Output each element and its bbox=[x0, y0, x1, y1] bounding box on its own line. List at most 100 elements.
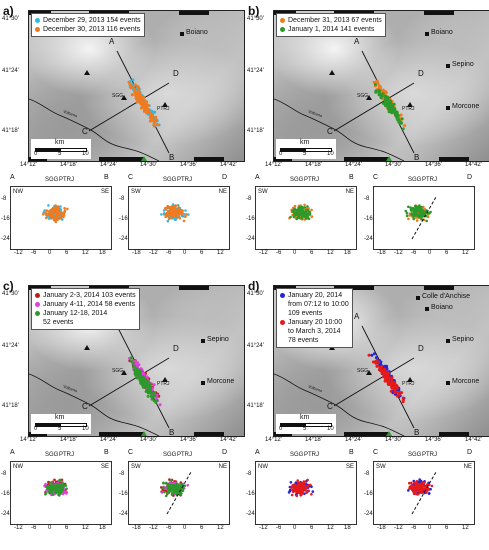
event-dot bbox=[155, 399, 159, 402]
scale-unit: km bbox=[300, 414, 310, 421]
section-plot bbox=[43, 478, 69, 497]
event-dot bbox=[385, 364, 389, 368]
hypocenter-dot bbox=[412, 485, 416, 488]
section-plot bbox=[404, 196, 437, 240]
hypocenter-dot bbox=[180, 483, 184, 487]
hypocenter-dot bbox=[167, 213, 170, 217]
legend-text: 109 events bbox=[288, 310, 323, 317]
distance-tick-label: 18 bbox=[99, 250, 106, 256]
event-dot bbox=[386, 107, 390, 111]
hypocenter-dot bbox=[413, 210, 417, 214]
section-station-label: PTRJ bbox=[59, 452, 74, 458]
hypocenter-dot bbox=[176, 204, 180, 207]
distance-tick-label: 12 bbox=[462, 250, 469, 256]
hypocenter-dot bbox=[181, 489, 185, 493]
hypocenter-dot bbox=[56, 205, 60, 208]
event-dot bbox=[135, 367, 139, 371]
event-dot bbox=[403, 124, 407, 128]
hypocenter-dot bbox=[168, 205, 172, 209]
hypocenter-dot bbox=[164, 481, 168, 485]
section-plot bbox=[160, 471, 192, 515]
town-marker bbox=[425, 307, 429, 311]
hypocenter-dot bbox=[51, 213, 54, 217]
hypocenter-dot bbox=[60, 486, 63, 490]
hypocenter-dot bbox=[66, 207, 69, 211]
depth-tick-label: -8 bbox=[1, 196, 7, 202]
hypocenter-dot bbox=[56, 483, 59, 486]
event-dot bbox=[152, 383, 156, 387]
depth-tick-label: -24 bbox=[119, 511, 128, 517]
event-dot bbox=[152, 399, 156, 403]
hypocenter-dot bbox=[44, 211, 47, 215]
event-dot bbox=[386, 103, 390, 107]
depth-tick-label: -8 bbox=[119, 471, 125, 477]
frame-bar bbox=[274, 157, 292, 161]
lon-tick-label: 14°42' bbox=[220, 162, 237, 168]
legend-row: January 20, 2014 bbox=[280, 291, 349, 300]
distance-tick-label: 18 bbox=[344, 250, 351, 256]
depth-tick-label: -16 bbox=[1, 491, 10, 497]
section-plot bbox=[287, 478, 315, 498]
profile-label-b: B bbox=[169, 428, 175, 437]
distance-tick-label: -12 bbox=[259, 250, 268, 256]
hypocenter-dot bbox=[48, 487, 51, 491]
profile-line-cd bbox=[88, 82, 170, 132]
hypocenter-dot bbox=[174, 485, 177, 488]
hypocenter-dot bbox=[428, 212, 431, 215]
depth-tick-label: -16 bbox=[1, 216, 10, 222]
section-station-label: SGG bbox=[45, 177, 59, 183]
distance-tick-label: -18 bbox=[132, 525, 141, 531]
distance-tick-label: 12 bbox=[217, 250, 224, 256]
section-station-label: SGG bbox=[408, 177, 422, 183]
frame-bar bbox=[439, 157, 469, 161]
hypocenter-dot bbox=[173, 218, 177, 221]
scale-tick: 10 bbox=[82, 151, 89, 157]
event-dot bbox=[134, 369, 138, 373]
distance-tick-label: -6 bbox=[166, 250, 172, 256]
hypocenter-dot bbox=[177, 206, 181, 209]
profile-label-a: A bbox=[354, 37, 360, 46]
panel-a: a) A B C D SGG PTRJ Volturno Boiano km 0 5 10 Decembe… bbox=[0, 0, 245, 275]
event-dot bbox=[391, 107, 395, 110]
hypocenter-dot bbox=[47, 480, 50, 484]
section-end-right: B bbox=[104, 449, 109, 456]
town-label: Sepino bbox=[452, 61, 474, 68]
hypocenter-dot bbox=[415, 486, 418, 490]
lon-tick-label: 14°12' bbox=[265, 437, 282, 443]
event-dot bbox=[153, 394, 157, 398]
river-line bbox=[274, 98, 405, 161]
map-legend: December 31, 2013 67 events January 1, 20… bbox=[276, 13, 386, 37]
profile-label-b: B bbox=[414, 428, 420, 437]
event-dot bbox=[386, 375, 390, 379]
hypocenter-dot bbox=[51, 215, 55, 219]
legend-marker bbox=[35, 301, 40, 307]
legend-row: 78 events bbox=[280, 336, 349, 345]
direction-left: NW bbox=[13, 189, 23, 195]
direction-right: SE bbox=[100, 189, 109, 195]
direction-left: NW bbox=[258, 464, 268, 470]
scale-unit: km bbox=[55, 414, 65, 421]
lat-tick-label: 41°24' bbox=[2, 343, 19, 349]
legend-text: 78 events bbox=[288, 337, 319, 344]
hypocenter-dot bbox=[56, 488, 60, 492]
hypocenter-dot bbox=[422, 213, 425, 216]
distance-tick-label: -18 bbox=[377, 525, 386, 531]
panel-d: d) A B C D SGG PTRJ Volturno Colle d'Anchise Boia… bbox=[245, 275, 489, 550]
depth-tick-label: -8 bbox=[246, 196, 252, 202]
distance-tick-label: -6 bbox=[31, 525, 37, 531]
hypocenter-dot bbox=[174, 214, 178, 217]
hypocenter-dot bbox=[429, 487, 432, 491]
hypocenter-dot bbox=[170, 210, 174, 214]
hypocenter-dot bbox=[307, 484, 310, 487]
hypocenter-dot bbox=[60, 215, 63, 218]
hypocenter-dot bbox=[165, 208, 168, 211]
scale-unit: km bbox=[55, 139, 65, 146]
hypocenter-dot bbox=[56, 213, 60, 217]
section-station-label: SGG bbox=[290, 177, 304, 183]
hypocenter-dot bbox=[293, 489, 297, 493]
map-legend: December 29, 2013 154 events December 30,… bbox=[31, 13, 145, 37]
event-dot bbox=[374, 361, 378, 365]
cross-section-cd bbox=[373, 186, 475, 250]
event-dot bbox=[136, 373, 140, 377]
profile-line-cd bbox=[333, 357, 415, 407]
